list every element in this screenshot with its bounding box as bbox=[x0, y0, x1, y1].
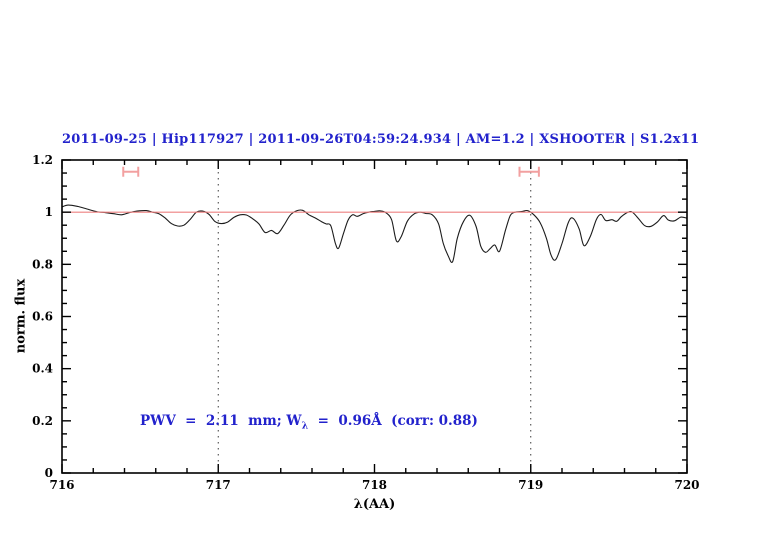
range-marker-1 bbox=[122, 166, 140, 177]
y-tick-label: 0.2 bbox=[32, 414, 53, 428]
y-tick-label: 1.2 bbox=[32, 153, 53, 167]
y-tick-label: 0.6 bbox=[32, 310, 53, 324]
y-tick-label: 0 bbox=[45, 466, 53, 480]
pwv-annotation: PWV = 2.11 mm; Wλ = 0.96Å (corr: 0.88) bbox=[140, 413, 478, 432]
x-tick-label: 720 bbox=[674, 478, 699, 492]
pwv-annotation-pre: PWV = 2.11 mm; W bbox=[140, 413, 302, 429]
x-tick-label: 716 bbox=[49, 478, 74, 492]
x-tick-label: 719 bbox=[518, 478, 543, 492]
x-tick-label: 718 bbox=[362, 478, 387, 492]
x-tick-label: 717 bbox=[206, 478, 231, 492]
spectrum-curve bbox=[61, 204, 688, 263]
range-marker-2 bbox=[518, 166, 540, 177]
y-tick-label: 0.8 bbox=[32, 257, 53, 271]
y-tick-label: 1 bbox=[45, 205, 53, 219]
pwv-annotation-post: = 0.96Å (corr: 0.88) bbox=[308, 413, 478, 429]
plot-title: 2011-09-25 | Hip117927 | 2011-09-26T04:5… bbox=[62, 132, 700, 147]
y-axis-label: norm. flux bbox=[13, 278, 29, 354]
pwv-annotation-lambda-subscript: λ bbox=[301, 420, 309, 432]
y-tick-label: 0.4 bbox=[32, 362, 53, 376]
x-axis-label: λ(AA) bbox=[353, 497, 396, 512]
